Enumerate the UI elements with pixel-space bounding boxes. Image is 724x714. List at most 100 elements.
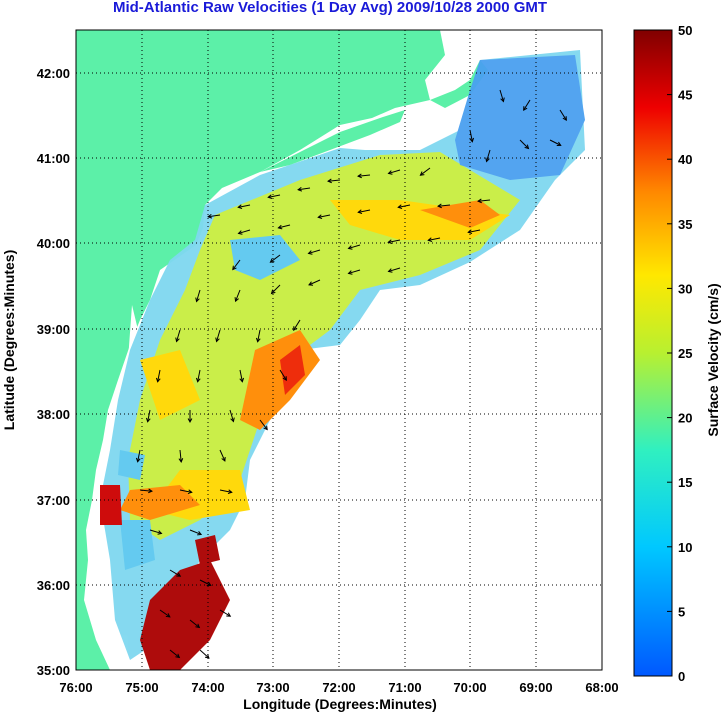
velocity-arrow — [388, 267, 401, 272]
velocity-arrowhead — [500, 97, 505, 103]
velocity-arrow — [398, 204, 411, 208]
velocity-arrowhead — [267, 194, 273, 200]
velocity-arrowhead — [204, 654, 210, 659]
velocity-arrowhead — [195, 623, 201, 629]
x-tick-label: 69:00 — [519, 680, 552, 695]
velocity-arrow — [549, 139, 561, 146]
velocity-arrow — [271, 284, 281, 294]
velocity-arrow — [298, 187, 311, 191]
velocity-field — [100, 50, 585, 670]
velocity-arrowhead — [469, 137, 475, 143]
velocity-arrowhead — [297, 186, 303, 192]
velocity-arrowhead — [317, 214, 323, 220]
velocity-arrow — [486, 149, 491, 162]
velocity-arrowhead — [524, 144, 530, 150]
velocity-arrow — [159, 609, 171, 618]
velocity-arrow — [199, 649, 210, 659]
velocity-arrow — [328, 179, 341, 182]
velocity-arrowhead — [387, 239, 393, 245]
velocity-arrowhead — [237, 204, 243, 210]
velocity-arrow — [478, 199, 491, 202]
velocity-arrowhead — [307, 250, 313, 255]
velocity-arrowhead — [308, 281, 314, 286]
velocity-arrowhead — [234, 297, 239, 303]
velocity-arrow — [420, 167, 431, 176]
velocity-arrow — [197, 369, 201, 382]
velocity-arrow — [279, 369, 287, 381]
velocity-arrow — [208, 214, 221, 218]
velocity-arrow — [428, 237, 441, 241]
velocity-arrowhead — [477, 198, 482, 204]
colorbar-tick-label: 40 — [678, 152, 692, 167]
velocity-arrowhead — [357, 173, 362, 179]
velocity-arrowhead — [197, 531, 203, 536]
velocity-arrowhead — [282, 376, 287, 382]
velocity-arrow — [318, 214, 331, 218]
colorbar-tick-label: 10 — [678, 540, 692, 555]
velocity-arrow — [469, 129, 473, 142]
velocity-arrow — [259, 419, 268, 430]
velocity-arrow — [468, 229, 481, 233]
velocity-arrowhead — [237, 230, 243, 235]
velocity-arrow — [196, 289, 201, 302]
velocity-arrowhead — [215, 337, 220, 343]
colorbar-tick-label: 50 — [678, 23, 692, 38]
velocity-arrowhead — [232, 265, 237, 271]
velocity-arrowhead — [187, 489, 193, 495]
velocity-arrow — [438, 204, 451, 207]
velocity-arrow — [238, 229, 251, 234]
velocity-arrowhead — [387, 268, 393, 273]
velocity-arrow — [358, 209, 371, 213]
x-tick-label: 73:00 — [256, 680, 289, 695]
x-tick-label: 70:00 — [453, 680, 486, 695]
velocity-arrow — [189, 619, 200, 628]
velocity-arrow — [157, 369, 161, 382]
velocity-arrow — [523, 99, 531, 111]
velocity-arrow — [229, 409, 234, 422]
velocity-arrow — [216, 329, 221, 342]
velocity-arrow — [169, 649, 180, 658]
velocity-arrow — [179, 489, 192, 493]
y-tick-label: 36:00 — [37, 578, 70, 593]
velocity-arrowhead — [165, 613, 171, 618]
velocity-arrowhead — [523, 106, 528, 112]
velocity-arrowhead — [195, 377, 201, 383]
plot-border — [75, 29, 603, 671]
velocity-arrowhead — [175, 653, 181, 659]
x-tick-label: 75:00 — [125, 680, 158, 695]
velocity-arrowhead — [255, 337, 261, 343]
velocity-arrowhead — [176, 572, 182, 577]
land-mass — [76, 30, 445, 670]
velocity-arrow — [189, 529, 202, 535]
velocity-arrowhead — [135, 457, 141, 463]
velocity-arrow — [239, 369, 243, 382]
velocity-arrow — [219, 609, 231, 617]
velocity-arrowhead — [269, 258, 275, 263]
cape-cod — [430, 60, 488, 108]
y-tick-label: 41:00 — [37, 151, 70, 166]
velocity-arrowhead — [347, 270, 353, 275]
colorbar-tick-label: 15 — [678, 475, 692, 490]
velocity-arrowhead — [230, 417, 235, 423]
velocity-arrowhead — [221, 456, 226, 462]
velocity-arrow — [348, 244, 361, 249]
velocity-arrowhead — [556, 141, 562, 147]
velocity-arrow — [169, 569, 181, 577]
velocity-arrowhead — [485, 157, 490, 163]
velocity-arrow — [199, 579, 211, 586]
velocity-arrow — [308, 249, 321, 254]
velocity-arrowhead — [155, 377, 161, 383]
velocity-arrow — [358, 174, 371, 177]
velocity-arrowhead — [277, 224, 283, 230]
velocity-arrowhead — [148, 488, 153, 494]
velocity-arrowhead — [387, 170, 393, 175]
colorbar-tick-label: 20 — [678, 411, 692, 426]
velocity-arrow — [149, 529, 162, 534]
velocity-arrow — [308, 279, 321, 286]
velocity-arrow — [179, 449, 182, 462]
colorbar-title: Surface Velocity (cm/s) — [705, 283, 721, 436]
velocity-arrowhead — [397, 204, 403, 210]
x-tick-label: 71:00 — [388, 680, 421, 695]
colorbar-tick-label: 30 — [678, 281, 692, 296]
